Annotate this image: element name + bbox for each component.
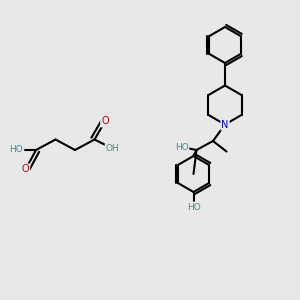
Text: OH: OH: [106, 144, 119, 153]
Text: O: O: [101, 116, 109, 127]
Text: HO: HO: [10, 146, 23, 154]
Text: N: N: [221, 119, 229, 130]
Text: HO: HO: [187, 202, 200, 211]
Text: HO: HO: [175, 142, 188, 152]
Text: O: O: [22, 164, 29, 175]
